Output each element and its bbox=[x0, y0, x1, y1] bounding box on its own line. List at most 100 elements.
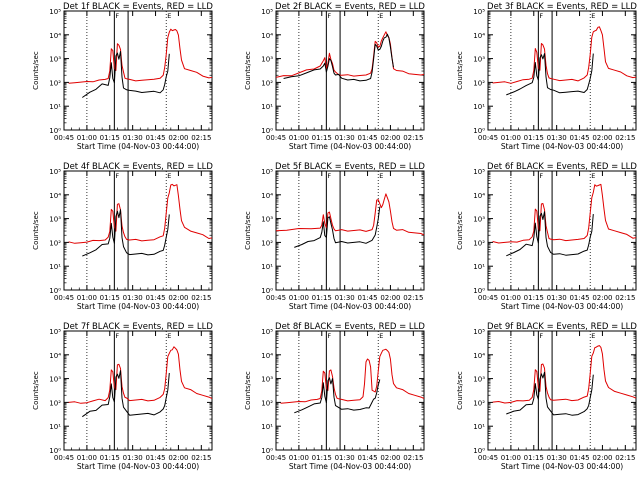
x-axis-label: Start Time (04-Nov-03 00:44:00) bbox=[501, 142, 623, 151]
series-line-events bbox=[82, 209, 170, 257]
chart-title: Det 4f BLACK = Events, RED = LLD bbox=[63, 162, 213, 172]
y-tick-label: 10² bbox=[261, 239, 273, 247]
x-tick-label: 00:45 bbox=[478, 294, 498, 302]
flag-marker: E bbox=[167, 332, 171, 340]
series-line-events bbox=[294, 206, 381, 248]
x-tick-label: 01:30 bbox=[335, 454, 355, 462]
x-tick-label: 02:00 bbox=[168, 454, 188, 462]
y-tick-label: 10¹ bbox=[261, 103, 273, 111]
y-tick-label: 10³ bbox=[49, 56, 61, 64]
series-line-events bbox=[82, 51, 170, 98]
series-line-events bbox=[294, 377, 381, 414]
x-tick-label: 01:45 bbox=[569, 294, 589, 302]
y-tick-label: 10⁵ bbox=[473, 8, 485, 16]
x-tick-label: 01:00 bbox=[289, 454, 309, 462]
y-tick-label: 10⁴ bbox=[261, 352, 273, 360]
y-tick-label: 10⁰ bbox=[49, 127, 61, 135]
x-tick-label: 01:15 bbox=[312, 294, 332, 302]
x-axis-label: Start Time (04-Nov-03 00:44:00) bbox=[77, 462, 199, 471]
y-tick-label: 10³ bbox=[473, 216, 485, 224]
flag-marker: E bbox=[167, 12, 171, 20]
x-tick-label: 01:30 bbox=[123, 454, 143, 462]
y-tick-label: 10¹ bbox=[473, 263, 485, 271]
flag-marker: F bbox=[115, 12, 119, 20]
y-tick-label: 10⁴ bbox=[473, 192, 485, 200]
y-tick-label: 10⁵ bbox=[261, 168, 273, 176]
y-tick-label: 10³ bbox=[261, 216, 273, 224]
series-line-lld bbox=[492, 26, 637, 84]
x-tick-label: 02:15 bbox=[191, 134, 211, 142]
x-axis-label: Start Time (04-Nov-03 00:44:00) bbox=[501, 462, 623, 471]
y-tick-label: 10¹ bbox=[261, 263, 273, 271]
series-line-events bbox=[506, 53, 594, 96]
y-tick-label: 10⁰ bbox=[49, 287, 61, 295]
plot-frame bbox=[275, 330, 425, 451]
y-axis-label: Counts/sec bbox=[32, 371, 40, 410]
y-tick-label: 10³ bbox=[473, 376, 485, 384]
plot-frame bbox=[487, 330, 637, 451]
y-axis-label: Counts/sec bbox=[456, 211, 464, 250]
y-tick-label: 10⁵ bbox=[49, 168, 61, 176]
x-tick-label: 01:00 bbox=[77, 134, 97, 142]
y-axis-label: Counts/sec bbox=[244, 51, 252, 90]
x-tick-label: 01:15 bbox=[312, 454, 332, 462]
chart-title: Det 5f BLACK = Events, RED = LLD bbox=[275, 162, 425, 172]
x-tick-label: 01:00 bbox=[501, 134, 521, 142]
x-axis-label: Start Time (04-Nov-03 00:44:00) bbox=[501, 302, 623, 311]
x-tick-label: 01:45 bbox=[357, 454, 377, 462]
series-line-lld bbox=[492, 345, 637, 404]
x-tick-label: 01:00 bbox=[289, 134, 309, 142]
x-tick-label: 01:00 bbox=[501, 294, 521, 302]
x-tick-label: 00:45 bbox=[266, 454, 286, 462]
x-tick-label: 01:30 bbox=[547, 134, 567, 142]
x-tick-label: 02:15 bbox=[615, 134, 635, 142]
y-tick-label: 10⁰ bbox=[261, 447, 273, 455]
x-tick-label: 02:15 bbox=[403, 294, 423, 302]
series-line-lld bbox=[275, 193, 425, 236]
y-tick-label: 10⁴ bbox=[473, 352, 485, 360]
series-line-lld bbox=[68, 346, 213, 404]
x-tick-label: 00:45 bbox=[54, 294, 74, 302]
plot-frame bbox=[63, 170, 213, 291]
flag-marker: E bbox=[591, 332, 595, 340]
x-tick-label: 02:00 bbox=[168, 134, 188, 142]
chart-title: Det 9f BLACK = Events, RED = LLD bbox=[487, 322, 637, 332]
chart-panel-det-4f: Det 4f BLACK = Events, RED = LLD 10⁰ 10¹ 10… bbox=[32, 162, 213, 311]
flag-marker: F bbox=[327, 172, 331, 180]
x-tick-label: 01:45 bbox=[357, 134, 377, 142]
flag-marker: E bbox=[379, 12, 383, 20]
x-tick-label: 02:15 bbox=[191, 294, 211, 302]
y-tick-label: 10⁴ bbox=[261, 192, 273, 200]
x-tick-label: 01:30 bbox=[335, 134, 355, 142]
chart-panel-det-1f: Det 1f BLACK = Events, RED = LLD 10⁰ 10¹ 10… bbox=[32, 2, 213, 151]
x-axis-label: Start Time (04-Nov-03 00:44:00) bbox=[77, 302, 199, 311]
y-tick-label: 10² bbox=[261, 399, 273, 407]
x-tick-label: 01:00 bbox=[501, 454, 521, 462]
y-tick-label: 10³ bbox=[49, 376, 61, 384]
flag-marker: F bbox=[539, 12, 543, 20]
chart-title: Det 8f BLACK = Events, RED = LLD bbox=[275, 322, 425, 332]
x-axis-label: Start Time (04-Nov-03 00:44:00) bbox=[77, 142, 199, 151]
y-tick-label: 10² bbox=[49, 399, 61, 407]
y-axis-label: Counts/sec bbox=[32, 51, 40, 90]
x-tick-label: 01:00 bbox=[289, 294, 309, 302]
y-tick-label: 10³ bbox=[261, 56, 273, 64]
x-tick-label: 02:00 bbox=[380, 134, 400, 142]
chart-panel-det-2f: Det 2f BLACK = Events, RED = LLD 10⁰ 10¹ 10… bbox=[244, 2, 425, 151]
plot-frame bbox=[63, 10, 213, 131]
y-tick-label: 10³ bbox=[49, 216, 61, 224]
series-line-events bbox=[283, 33, 394, 82]
x-tick-label: 01:15 bbox=[100, 294, 120, 302]
series-line-lld bbox=[275, 31, 425, 78]
x-tick-label: 01:30 bbox=[547, 454, 567, 462]
y-tick-label: 10⁴ bbox=[49, 192, 61, 200]
y-tick-label: 10⁰ bbox=[261, 287, 273, 295]
y-tick-label: 10⁴ bbox=[261, 32, 273, 40]
y-tick-label: 10⁵ bbox=[473, 168, 485, 176]
y-axis-label: Counts/sec bbox=[32, 211, 40, 250]
y-tick-label: 10¹ bbox=[49, 263, 61, 271]
series-line-lld bbox=[492, 183, 637, 244]
y-tick-label: 10⁵ bbox=[49, 328, 61, 336]
